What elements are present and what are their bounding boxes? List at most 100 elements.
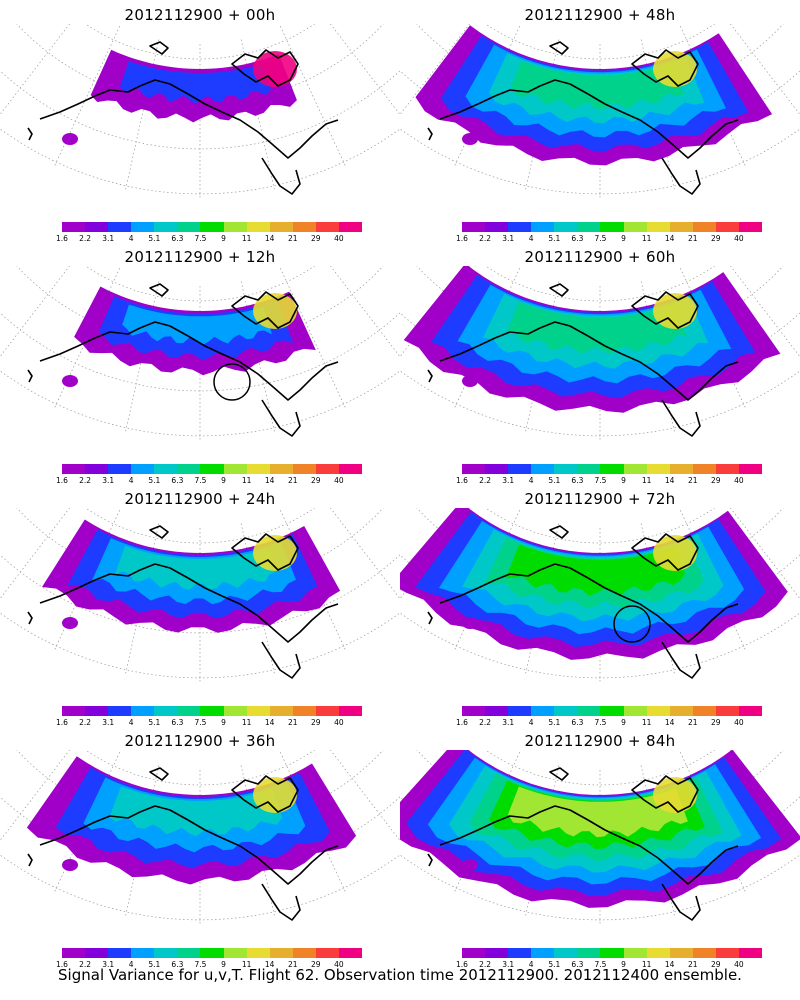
colorbar-swatch [108, 948, 132, 958]
colorbar-tick-label: 7.5 [194, 718, 207, 727]
colorbar-swatch [531, 222, 555, 232]
colorbar-swatch [200, 464, 224, 474]
colorbar-swatch [715, 948, 739, 958]
colorbar-swatch [531, 706, 555, 716]
colorbar-tick-label: 7.5 [594, 960, 607, 969]
forecast-map [0, 750, 400, 925]
colorbar-tick-label: 21 [288, 718, 298, 727]
colorbar-tick-label: 4 [128, 476, 134, 485]
colorbar-swatch [715, 706, 739, 716]
variance-contour-fill [114, 545, 276, 590]
colorbar-tick-label: 5.1 [548, 476, 561, 485]
colorbar-swatch [200, 948, 224, 958]
variance-field [90, 49, 297, 123]
colorbar-tick-label: 1.6 [456, 960, 468, 969]
colorbar-swatch [600, 706, 624, 716]
colorbar-labels: 1.6 2.2 3.1 4 5.1 6.3 7.5 9 11 14 21 29 40 [456, 476, 762, 486]
colorbar-swatch [62, 222, 86, 232]
colorbar-swatch [646, 464, 670, 474]
colorbar-tick-label: 6.3 [171, 718, 184, 727]
colorbar-swatch [531, 948, 555, 958]
colorbar-tick-label: 21 [288, 476, 298, 485]
colorbar-tick-label: 21 [688, 234, 698, 243]
variance-field [400, 750, 800, 908]
colorbar-tick-label: 5.1 [148, 476, 161, 485]
panel-title: 2012112900 + 60h [524, 248, 676, 266]
observation-region-circle [213, 363, 251, 401]
colorbar-swatch [246, 706, 270, 716]
colorbar-swatch [577, 222, 601, 232]
colorbar-tick-label: 21 [288, 234, 298, 243]
colorbar-swatch [223, 706, 247, 716]
colorbar-tick-label: 40 [334, 960, 344, 969]
colorbar-tick-label: 14 [264, 234, 275, 243]
colorbar-swatch [315, 948, 339, 958]
colorbar-swatch [508, 948, 532, 958]
colorbar-swatch [508, 222, 532, 232]
colorbar-swatch [292, 948, 316, 958]
colorbar-swatch [131, 222, 155, 232]
colorbar-tick-label: 4 [128, 960, 134, 969]
colorbar-swatch [154, 222, 178, 232]
colorbar-swatch [338, 464, 363, 474]
colorbar-swatch [577, 948, 601, 958]
panel-title: 2012112900 + 36h [124, 732, 276, 750]
colorbar-swatch [485, 222, 509, 232]
colorbar-swatch [554, 948, 578, 958]
colorbar-tick-label: 11 [241, 718, 252, 727]
colorbar-tick-label: 2.2 [79, 718, 92, 727]
colorbar-tick-label: 14 [664, 960, 675, 969]
colorbar-tick-label: 40 [734, 234, 744, 243]
colorbar-swatch [692, 706, 716, 716]
colorbar-tick-label: 4 [528, 234, 534, 243]
colorbar-swatch [338, 222, 363, 232]
coastlines [427, 41, 739, 195]
variance-field [400, 508, 788, 660]
colorbar-tick-label: 21 [688, 960, 698, 969]
colorbar-swatch [554, 222, 578, 232]
colorbar-swatch [646, 706, 670, 716]
colorbar-tick-label: 6.3 [571, 718, 584, 727]
colorbar-swatch [338, 706, 363, 716]
colorbar-tick-label: 29 [311, 234, 321, 243]
colorbar-tick-label: 9 [621, 960, 626, 969]
colorbar-swatch [177, 948, 201, 958]
colorbar-tick-label: 4 [128, 234, 134, 243]
coastlines [427, 283, 739, 437]
colorbar-tick-label: 1.6 [56, 234, 68, 243]
colorbar-tick-label: 4 [528, 476, 534, 485]
coastlines [27, 525, 339, 679]
colorbar-swatch [62, 464, 86, 474]
variance-field [42, 519, 341, 633]
colorbar-swatch [485, 706, 509, 716]
forecast-map [400, 508, 800, 683]
colorbar-swatch [177, 464, 201, 474]
colorbar [462, 222, 763, 232]
colorbar-swatch [269, 222, 293, 232]
colorbar-swatch [292, 222, 316, 232]
colorbar-swatch [462, 948, 486, 958]
colorbar-tick-label: 11 [641, 234, 652, 243]
coastlines [27, 283, 339, 437]
colorbar-tick-label: 5.1 [148, 718, 161, 727]
coastlines [427, 525, 739, 679]
colorbar-swatch [600, 948, 624, 958]
colorbar-swatch [669, 222, 693, 232]
colorbar-swatch [508, 706, 532, 716]
colorbar-tick-label: 29 [711, 234, 721, 243]
colorbar-swatch [554, 706, 578, 716]
colorbar-swatch [462, 222, 486, 232]
colorbar [62, 948, 363, 958]
coastlines [27, 41, 339, 195]
panel-title: 2012112900 + 72h [524, 490, 676, 508]
colorbar-swatch [669, 948, 693, 958]
colorbar-tick-label: 7.5 [194, 234, 207, 243]
colorbar-tick-label: 21 [688, 718, 698, 727]
colorbar-swatch [292, 706, 316, 716]
variance-field [403, 266, 781, 413]
colorbar-swatch [600, 222, 624, 232]
colorbar-labels: 1.6 2.2 3.1 4 5.1 6.3 7.5 9 11 14 21 29 40 [56, 476, 362, 486]
colorbar-swatch [669, 464, 693, 474]
colorbar-tick-label: 5.1 [548, 960, 561, 969]
colorbar-tick-label: 9 [221, 718, 226, 727]
